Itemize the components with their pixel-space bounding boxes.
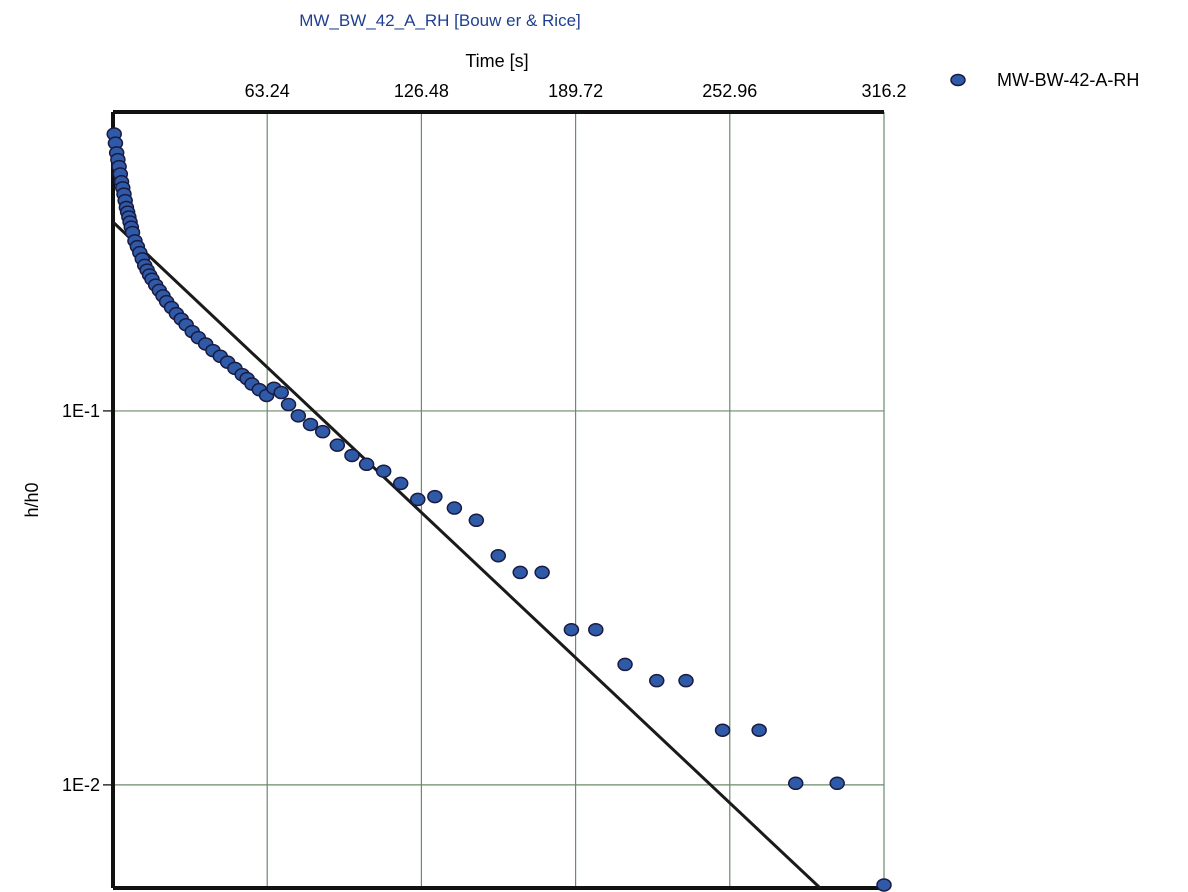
data-point [302,417,319,432]
x-tick-label: 126.48 [394,81,449,101]
y-axis-label: h/h0 [22,482,42,517]
data-point [714,723,731,737]
data-point [829,776,845,791]
data-point [446,501,463,515]
data-point [358,457,375,472]
x-tick-label: 316.2 [861,81,906,101]
data-point [329,438,346,452]
data-point [427,489,443,504]
data-point [290,409,307,423]
legend-label: MW-BW-42-A-RH [997,70,1139,90]
x-tick-label: 63.24 [245,81,290,101]
data-point [273,385,289,400]
y-tick-label: 1E-1 [62,401,100,421]
data-point [392,476,409,491]
data-point [876,878,892,892]
data-point [375,464,392,478]
data-point [512,565,528,580]
data-point [787,776,804,791]
data-point [563,622,580,637]
data-point [534,565,550,580]
fit-line [111,220,822,890]
grid [103,110,885,890]
data-point [314,424,331,439]
data-point [344,448,360,463]
x-tick-labels: 63.24 126.48 189.72 252.96 316.2 [245,81,907,101]
data-point [751,723,767,737]
legend-marker [950,73,966,87]
chart-title: MW_BW_42_A_RH [Bouw er & Rice] [299,11,581,30]
legend: MW-BW-42-A-RH [950,70,1139,90]
y-tick-labels: 1E-1 1E-2 [62,401,100,795]
plot-area [106,127,892,892]
data-point [648,673,665,688]
data-point [490,548,507,563]
data-point [468,513,485,528]
x-tick-label: 189.72 [548,81,603,101]
data-point [588,622,604,637]
data-point [280,397,297,412]
data-point [678,673,694,688]
x-tick-label: 252.96 [702,81,757,101]
data-point [617,657,633,672]
data-point [410,492,426,507]
y-tick-label: 1E-2 [62,775,100,795]
x-axis-label: Time [s] [465,51,528,71]
